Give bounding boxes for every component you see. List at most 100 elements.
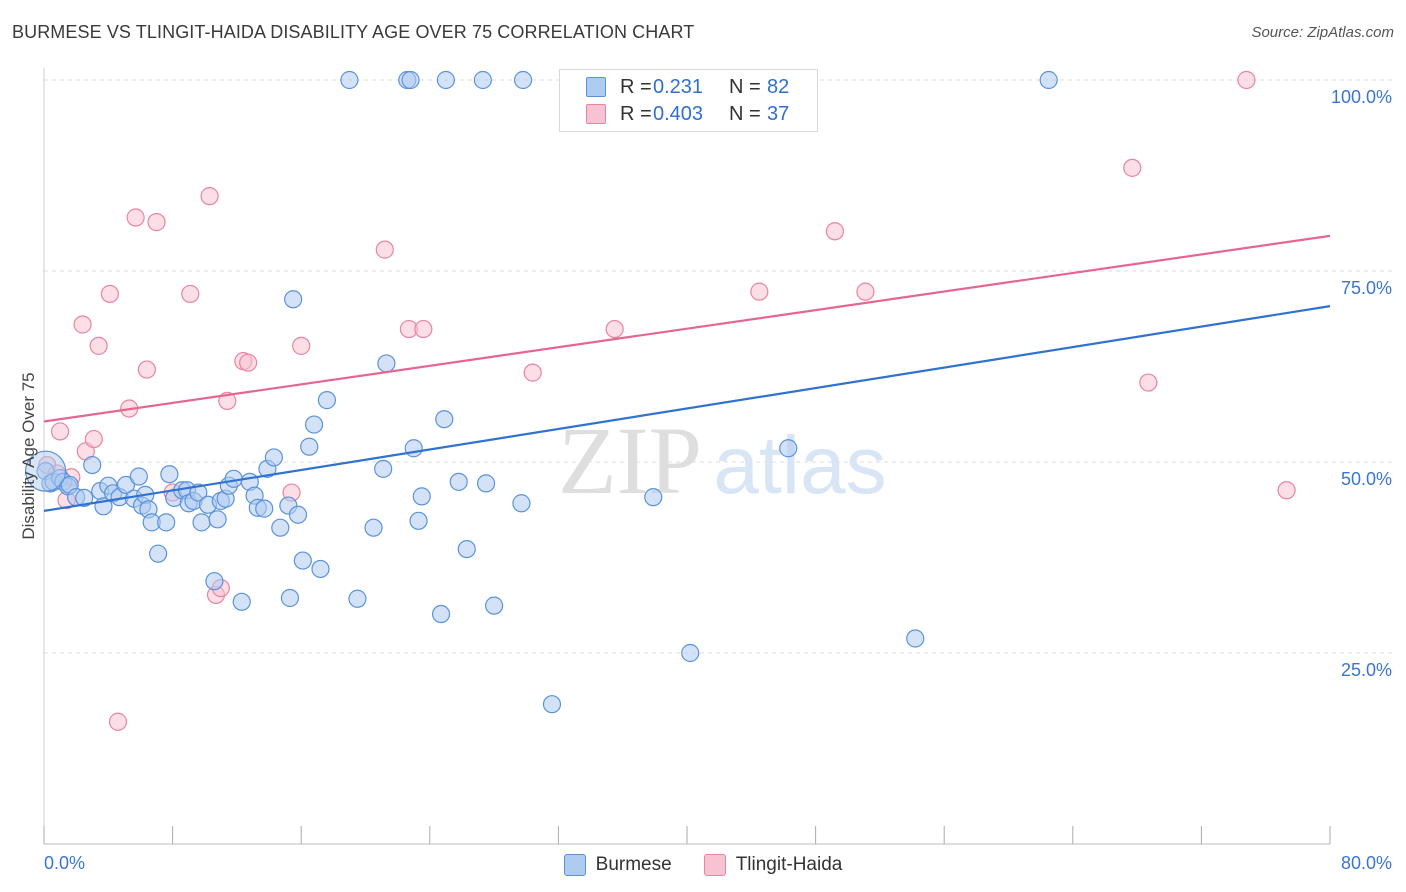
burmese-point [906,629,925,648]
x-tick-label-max: 80.0% [1341,853,1392,873]
burmese-point [208,510,227,529]
burmese-point [512,494,531,513]
y-axis-label: Disability Age Over 75 [19,372,38,539]
burmese-point [457,539,476,559]
tlingit-point [414,319,433,339]
tlingit-legend-swatch [703,854,726,876]
burmese-trend-line [43,305,1331,512]
stats-legend: R = 0.231 N = 82 R = 0.403 N = 37 [559,69,818,132]
tlingit-legend-label: Tlingit-Haida [735,854,843,875]
burmese-point [288,505,308,524]
tlingit-points [38,70,1296,731]
series-legend: Burmese Tlingit-Haida [0,853,1406,877]
burmese-point [513,70,533,90]
burmese-point [116,475,136,495]
burmese-point [264,448,283,467]
burmese-point [157,513,176,532]
tlingit-r-value: 0.403 [653,102,704,125]
burmese-point [644,488,663,507]
watermark: ZIP atlas [558,407,887,514]
tlingit-point [605,319,624,339]
legend-item-burmese[interactable]: Burmese [563,854,672,876]
burmese-point [404,439,423,458]
burmese-point [681,643,700,663]
burmese-legend-swatch [563,854,586,876]
burmese-swatch [586,77,606,97]
r-label: R = [620,102,652,125]
x-tick-label-min: 0.0% [44,853,85,873]
legend-row-tlingit: R = 0.403 N = 37 [586,103,789,125]
y-tick-label: 75.0% [1341,278,1392,298]
burmese-point [83,455,102,475]
tlingit-point [89,336,108,355]
burmese-cluster-point [25,450,67,492]
burmese-legend-label: Burmese [595,854,672,875]
burmese-n-value: 82 [767,75,790,98]
burmese-point [377,354,396,373]
burmese-point [340,70,359,90]
burmese-point [232,592,251,611]
burmese-r-value: 0.231 [653,75,704,98]
tlingit-point [523,363,542,382]
tlingit-point [750,282,769,301]
n-label: N = [729,102,761,125]
burmese-point [401,70,420,90]
tlingit-point [375,240,394,259]
tlingit-point [147,213,166,232]
burmese-point [1039,70,1058,90]
burmese-point [271,518,290,537]
tlingit-point [239,353,258,372]
tlingit-swatch [586,104,606,124]
burmese-point [75,488,94,508]
tlingit-point [126,208,145,227]
burmese-point [311,559,330,579]
watermark-zip: ZIP [558,407,702,514]
chart-title: BURMESE VS TLINGIT-HAIDA DISABILITY AGE … [12,22,695,42]
legend-row-burmese: R = 0.231 N = 82 [586,76,789,98]
tlingit-point [1139,373,1158,392]
burmese-point [779,439,798,458]
legend-item-tlingit[interactable]: Tlingit-Haida [703,854,843,876]
y-tick-label: 100.0% [1331,87,1392,107]
tlingit-point [108,712,128,731]
burmese-point [473,70,492,90]
tlingit-point [825,222,844,241]
burmese-point [348,589,367,608]
tlingit-point [181,284,200,304]
r-label: R = [620,75,652,98]
burmese-point [205,572,224,591]
tlingit-point [1277,481,1296,500]
burmese-point [300,437,319,456]
tlingit-point [292,336,311,355]
burmese-point [412,487,431,506]
burmese-point [449,472,468,491]
y-tick-label: 25.0% [1341,660,1392,680]
burmese-point [317,391,337,410]
burmese-point [293,551,312,570]
trend-lines [43,234,1331,512]
tlingit-n-value: 37 [767,102,790,125]
burmese-point [284,290,303,309]
burmese-point [189,483,208,502]
burmese-point [374,459,393,478]
tlingit-point [137,360,156,379]
burmese-point [542,695,562,714]
tlingit-point [100,284,120,304]
burmese-point [280,588,300,608]
tlingit-point [856,282,875,301]
tlingit-point [1237,70,1256,90]
burmese-point [160,465,179,484]
burmese-point [485,596,504,615]
tlingit-point [200,187,219,206]
tlingit-trend-line [43,234,1331,423]
burmese-point [409,511,428,530]
burmese-point [192,513,211,532]
burmese-point [436,70,455,90]
burmese-point [149,544,168,563]
burmese-point [431,604,451,624]
burmese-point [255,499,274,518]
axis-layer: 25.0% 50.0% 75.0% 100.0% [43,68,1392,845]
tlingit-point [50,422,70,441]
n-label: N = [729,75,761,98]
